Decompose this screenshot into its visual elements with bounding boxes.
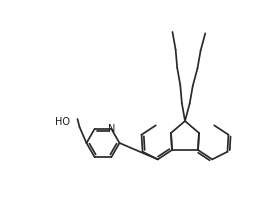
Text: N: N [108,124,115,134]
Text: HO: HO [54,117,69,127]
